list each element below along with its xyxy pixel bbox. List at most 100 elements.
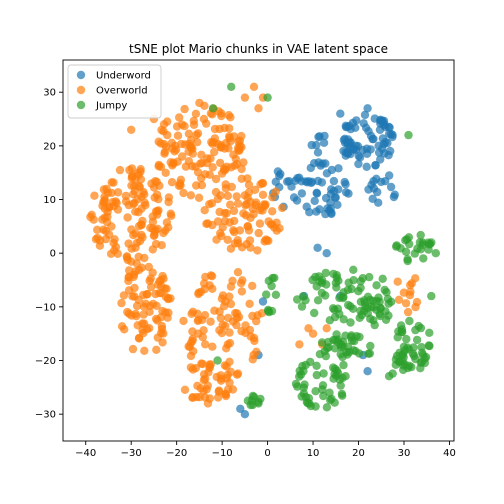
data-point xyxy=(180,385,190,394)
data-point xyxy=(232,320,241,330)
data-point xyxy=(191,109,201,119)
data-point xyxy=(271,187,280,196)
data-point xyxy=(384,311,393,320)
data-point xyxy=(339,360,348,370)
legend-label: Underword xyxy=(96,71,151,82)
data-point xyxy=(341,123,351,132)
data-point xyxy=(427,291,436,301)
data-point xyxy=(233,268,243,277)
data-point xyxy=(153,316,162,325)
data-point xyxy=(363,104,372,113)
data-point xyxy=(231,308,240,318)
data-point xyxy=(200,206,209,215)
data-point xyxy=(354,159,363,169)
data-point xyxy=(186,338,196,348)
legend-label: Jumpy xyxy=(95,101,127,112)
data-point xyxy=(217,231,226,241)
data-point xyxy=(127,173,136,183)
data-point xyxy=(208,342,217,351)
data-point xyxy=(253,246,262,255)
data-point xyxy=(166,209,175,218)
data-point xyxy=(187,135,196,145)
data-point xyxy=(163,117,172,126)
data-point xyxy=(167,138,177,147)
data-point xyxy=(213,356,222,365)
data-point xyxy=(128,344,138,354)
data-point xyxy=(411,302,420,312)
data-point xyxy=(192,130,201,140)
data-point xyxy=(180,104,189,114)
data-point xyxy=(154,162,163,171)
data-point xyxy=(186,191,196,200)
data-point xyxy=(339,288,348,297)
data-point xyxy=(366,341,375,351)
data-point xyxy=(145,276,154,286)
data-point xyxy=(163,313,172,322)
data-point xyxy=(289,193,299,202)
data-point xyxy=(127,125,136,134)
x-tick-label: 20 xyxy=(352,448,365,459)
data-point xyxy=(257,309,267,318)
data-point xyxy=(173,131,183,140)
data-point xyxy=(313,243,322,252)
data-point xyxy=(152,345,161,354)
data-point xyxy=(117,298,126,308)
y-tick-label: 30 xyxy=(43,88,56,99)
data-point xyxy=(159,127,168,136)
data-point xyxy=(301,296,310,305)
data-point xyxy=(376,311,385,321)
data-point xyxy=(200,279,209,288)
data-point xyxy=(334,164,343,173)
x-tick-label: −40 xyxy=(75,448,96,459)
data-point xyxy=(347,284,356,294)
data-point xyxy=(221,321,230,331)
data-point xyxy=(427,238,436,247)
data-point xyxy=(120,325,129,334)
data-point xyxy=(388,132,397,142)
data-point xyxy=(202,219,211,228)
data-point xyxy=(206,317,215,326)
data-point xyxy=(121,191,131,201)
data-point xyxy=(193,381,202,390)
data-point xyxy=(240,410,250,419)
data-point xyxy=(375,125,385,134)
data-point xyxy=(223,235,232,244)
data-point xyxy=(249,82,259,92)
data-point xyxy=(197,181,207,190)
data-point xyxy=(129,199,138,209)
y-tick-label: 10 xyxy=(43,195,56,206)
data-point xyxy=(399,288,409,297)
data-point xyxy=(135,236,145,246)
data-point xyxy=(113,249,123,258)
data-point xyxy=(112,198,121,208)
data-point xyxy=(390,190,399,199)
data-point xyxy=(366,295,375,305)
data-point xyxy=(226,113,235,122)
legend-entries: Underword Overworld Jumpy xyxy=(76,71,151,112)
data-point xyxy=(237,131,246,141)
data-point xyxy=(404,130,413,140)
data-point xyxy=(341,372,350,381)
axes-frame xyxy=(62,59,455,442)
data-point xyxy=(217,328,227,338)
data-point xyxy=(341,188,351,197)
data-point xyxy=(349,265,358,274)
data-point xyxy=(251,198,261,207)
data-point xyxy=(329,269,338,279)
data-point xyxy=(278,203,287,213)
data-point xyxy=(243,222,253,231)
data-point xyxy=(358,274,367,283)
series-jumpy xyxy=(208,82,440,412)
data-point xyxy=(407,279,416,288)
data-point xyxy=(411,325,420,335)
data-point xyxy=(346,332,356,342)
y-tick-label: −20 xyxy=(35,356,56,367)
data-point xyxy=(150,230,159,240)
data-point xyxy=(250,185,260,194)
data-point xyxy=(322,280,331,289)
data-point xyxy=(229,132,239,141)
data-point xyxy=(195,98,204,108)
data-point xyxy=(264,236,273,246)
data-point xyxy=(376,155,385,164)
